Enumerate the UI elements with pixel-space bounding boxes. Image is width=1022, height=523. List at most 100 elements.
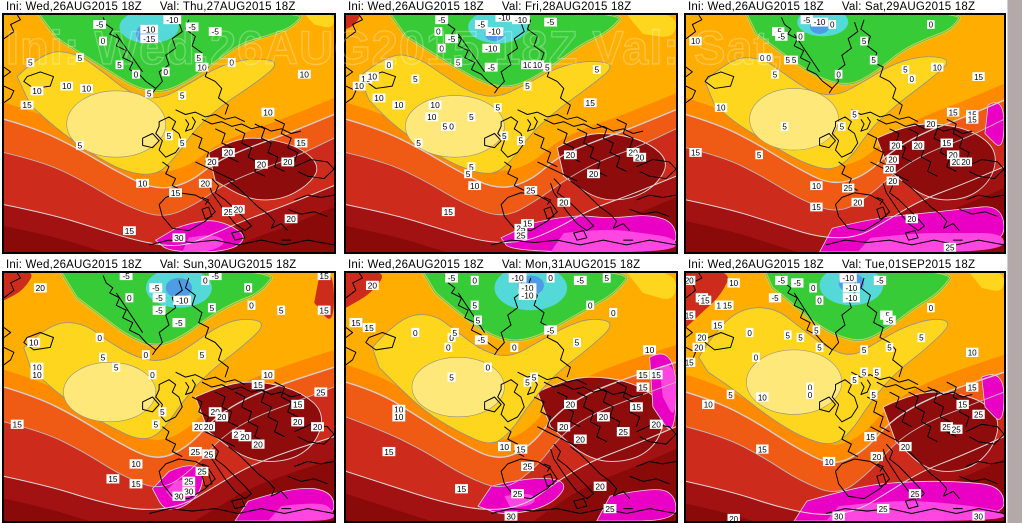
svg-text:15: 15 xyxy=(457,484,467,494)
svg-text:10: 10 xyxy=(716,300,725,310)
svg-text:5: 5 xyxy=(495,103,500,113)
svg-text:5: 5 xyxy=(903,66,908,75)
temperature-map[interactable]: -5-100-5-5010050055505501015105515551515… xyxy=(686,15,1004,252)
svg-text:5: 5 xyxy=(476,315,481,325)
svg-text:20: 20 xyxy=(204,422,214,432)
svg-text:20: 20 xyxy=(566,150,576,160)
svg-text:-5: -5 xyxy=(577,276,585,286)
svg-text:10: 10 xyxy=(394,412,404,422)
svg-text:10: 10 xyxy=(716,103,725,112)
svg-text:15: 15 xyxy=(968,382,977,392)
svg-text:20: 20 xyxy=(283,157,293,167)
svg-text:0: 0 xyxy=(472,276,477,286)
valid-time-label: Val: Mon,31AUG2015 18Z xyxy=(501,258,641,271)
svg-text:0: 0 xyxy=(144,350,149,360)
svg-text:5: 5 xyxy=(210,303,215,313)
svg-text:5: 5 xyxy=(502,131,507,141)
svg-text:15: 15 xyxy=(108,474,118,484)
svg-text:5: 5 xyxy=(871,56,876,65)
svg-text:25: 25 xyxy=(974,409,983,419)
forecast-panel-5: Ini: Wed,26AUG2015 18Z Val: Mon,31AUG201… xyxy=(344,258,678,523)
svg-text:5: 5 xyxy=(180,138,185,148)
svg-text:10: 10 xyxy=(430,100,440,110)
svg-text:20: 20 xyxy=(566,400,576,410)
forecast-panel-4: Ini: Wed,26AUG2015 18Z Val: Sun,30AUG201… xyxy=(2,258,336,523)
init-time-label: Ini: Wed,26AUG2015 18Z xyxy=(348,0,484,13)
svg-text:30: 30 xyxy=(174,233,184,243)
svg-text:0: 0 xyxy=(588,300,593,310)
svg-text:10: 10 xyxy=(427,112,437,122)
init-time-label: Ini: Wed,26AUG2015 18Z xyxy=(6,0,142,13)
panel-header: Ini: Wed,26AUG2015 18Z Val: Tue,01SEP201… xyxy=(684,258,1006,271)
svg-text:5: 5 xyxy=(469,112,474,122)
svg-text:10: 10 xyxy=(368,72,378,82)
svg-text:25: 25 xyxy=(523,462,533,472)
svg-text:15: 15 xyxy=(293,400,303,410)
svg-text:15: 15 xyxy=(131,479,141,489)
svg-text:-5: -5 xyxy=(886,315,894,325)
svg-text:10: 10 xyxy=(138,178,148,188)
svg-text:5: 5 xyxy=(887,342,892,352)
svg-text:5: 5 xyxy=(114,362,119,372)
svg-text:10: 10 xyxy=(968,347,977,357)
svg-text:10: 10 xyxy=(691,37,700,46)
svg-text:-10: -10 xyxy=(176,295,188,305)
svg-text:5: 5 xyxy=(817,342,822,352)
svg-text:20: 20 xyxy=(853,198,862,207)
svg-text:5: 5 xyxy=(757,151,762,160)
svg-text:0: 0 xyxy=(439,43,444,53)
svg-text:20: 20 xyxy=(891,141,900,150)
svg-text:15: 15 xyxy=(723,300,732,310)
map-frame: -5 -10 -5 -10 -15 -5 0 5 0 0 0 5 5 5 10 10 10 10 15 10 5 5 10 5… xyxy=(2,13,336,254)
panel-header: Ini: Wed,26AUG2015 18Z Val: Thu,27AUG201… xyxy=(2,0,336,13)
svg-text:10: 10 xyxy=(645,345,655,355)
svg-text:0: 0 xyxy=(754,352,759,362)
svg-text:20: 20 xyxy=(952,158,961,167)
valid-time-label: Val: Sun,30AUG2015 18Z xyxy=(159,258,297,271)
svg-text:25: 25 xyxy=(184,476,194,486)
svg-text:-5: -5 xyxy=(175,318,183,328)
svg-text:25: 25 xyxy=(879,504,888,514)
svg-text:20: 20 xyxy=(36,283,46,293)
svg-text:5: 5 xyxy=(453,328,458,338)
svg-text:5: 5 xyxy=(167,131,172,141)
panel-header: Ini: Wed,26AUG2015 18Z Val: Mon,31AUG201… xyxy=(344,258,678,271)
svg-text:-5: -5 xyxy=(448,273,456,283)
svg-text:15: 15 xyxy=(171,188,181,198)
svg-text:-5: -5 xyxy=(211,27,219,37)
svg-text:0: 0 xyxy=(808,382,813,392)
coastlines xyxy=(346,273,676,515)
svg-text:0: 0 xyxy=(101,36,106,46)
svg-text:25: 25 xyxy=(316,387,326,397)
svg-text:20: 20 xyxy=(885,165,894,174)
svg-text:0: 0 xyxy=(134,69,139,79)
svg-text:5: 5 xyxy=(117,60,122,70)
svg-text:15: 15 xyxy=(253,380,263,390)
svg-text:10: 10 xyxy=(263,370,273,380)
svg-text:10: 10 xyxy=(361,74,371,84)
svg-text:20: 20 xyxy=(576,434,586,444)
map-frame: 20 -5 0 -10 -10 -10 0 -5 5 0 0 15 15 0 5 5 0 5 0 -5 -5 0 5 10 0 5… xyxy=(344,271,678,523)
svg-text:15: 15 xyxy=(942,139,951,148)
temperature-map[interactable]: 2010151510151515202015-5-5-500-10-10-10-… xyxy=(686,273,1004,521)
svg-text:5: 5 xyxy=(545,62,550,72)
svg-text:20: 20 xyxy=(313,422,323,432)
svg-text:5: 5 xyxy=(575,338,580,348)
svg-text:-10: -10 xyxy=(521,283,533,293)
svg-text:5: 5 xyxy=(472,300,477,310)
svg-text:15: 15 xyxy=(296,138,306,148)
svg-text:20: 20 xyxy=(914,141,923,150)
svg-text:-5: -5 xyxy=(478,335,486,345)
svg-text:5: 5 xyxy=(456,58,461,68)
svg-text:20: 20 xyxy=(961,158,970,167)
svg-text:10: 10 xyxy=(29,338,39,348)
svg-text:15: 15 xyxy=(701,295,710,305)
svg-text:5: 5 xyxy=(782,122,787,131)
svg-text:25: 25 xyxy=(224,207,234,217)
svg-text:15: 15 xyxy=(13,419,23,429)
